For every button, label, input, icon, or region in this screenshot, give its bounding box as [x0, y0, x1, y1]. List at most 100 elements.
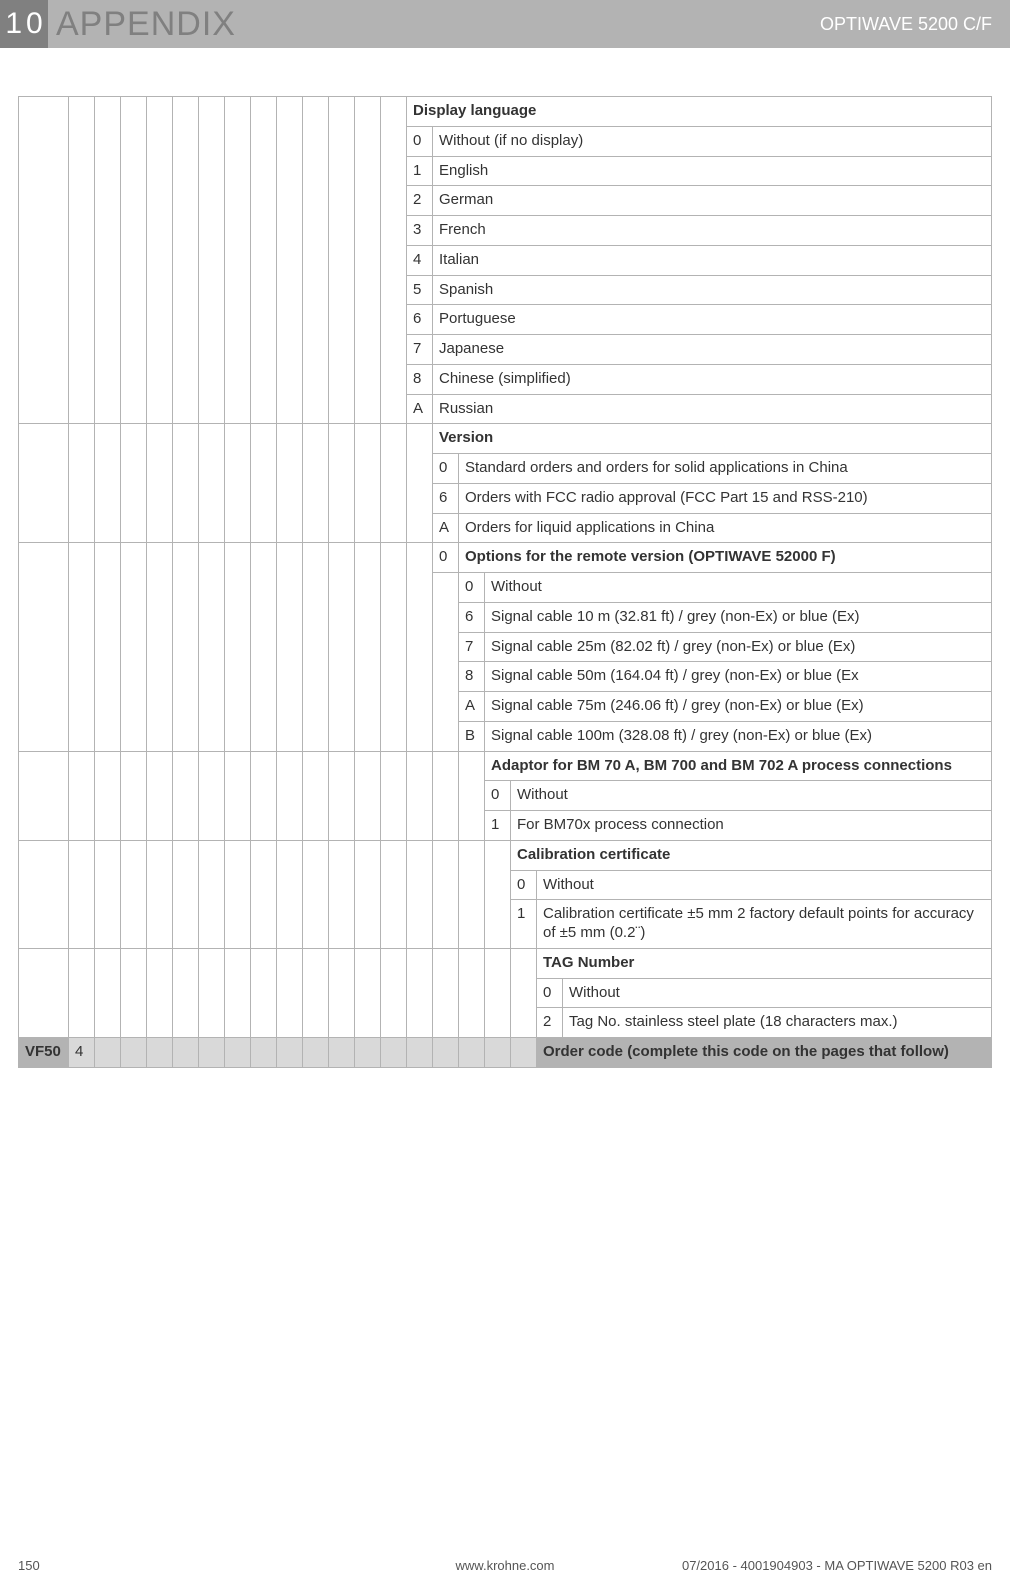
indent-cell	[199, 126, 225, 156]
indent-cell	[381, 97, 407, 127]
indent-cell	[121, 156, 147, 186]
option-code: 0	[511, 870, 537, 900]
indent-cell	[199, 97, 225, 127]
indent-cell	[381, 454, 407, 484]
indent-cell	[329, 900, 355, 949]
indent-cell	[355, 978, 381, 1008]
indent-cell	[355, 186, 381, 216]
indent-cell	[95, 126, 121, 156]
indent-cell	[121, 275, 147, 305]
indent-cell	[19, 454, 69, 484]
indent-cell	[225, 394, 251, 424]
indent-cell	[303, 948, 329, 978]
indent-cell	[277, 97, 303, 127]
page-content: Display language0Without (if no display)…	[0, 48, 1010, 1068]
indent-cell	[69, 335, 95, 365]
indent-cell	[121, 394, 147, 424]
indent-cell	[147, 216, 173, 246]
indent-cell	[329, 811, 355, 841]
option-label: Without (if no display)	[433, 126, 992, 156]
indent-cell	[355, 305, 381, 335]
indent-cell	[173, 364, 199, 394]
indent-cell	[251, 97, 277, 127]
indent-cell	[199, 305, 225, 335]
indent-cell	[277, 364, 303, 394]
indent-cell	[225, 662, 251, 692]
indent-cell	[95, 781, 121, 811]
indent-cell	[329, 424, 355, 454]
indent-cell	[95, 335, 121, 365]
indent-cell	[147, 424, 173, 454]
option-code: 6	[433, 483, 459, 513]
chapter-number: 10	[0, 0, 48, 48]
indent-cell	[121, 870, 147, 900]
indent-cell	[303, 97, 329, 127]
indent-cell	[251, 948, 277, 978]
indent-cell	[19, 948, 69, 978]
indent-cell	[225, 245, 251, 275]
option-label: Signal cable 100m (328.08 ft) / grey (no…	[485, 721, 992, 751]
indent-cell	[95, 602, 121, 632]
indent-cell	[121, 513, 147, 543]
indent-cell	[381, 721, 407, 751]
appendix-title: APPENDIX	[56, 5, 236, 44]
indent-cell	[225, 948, 251, 978]
document-name: OPTIWAVE 5200 C/F	[820, 14, 992, 35]
indent-cell	[173, 97, 199, 127]
order-slot	[303, 1038, 329, 1068]
indent-cell	[251, 454, 277, 484]
footer-docref: 07/2016 - 4001904903 - MA OPTIWAVE 5200 …	[682, 1558, 992, 1573]
indent-cell	[69, 573, 95, 603]
indent-cell	[277, 573, 303, 603]
indent-cell	[277, 811, 303, 841]
indent-cell	[381, 513, 407, 543]
indent-cell	[147, 1008, 173, 1038]
indent-cell	[277, 245, 303, 275]
indent-cell	[69, 305, 95, 335]
indent-cell	[407, 751, 433, 781]
indent-cell	[251, 483, 277, 513]
indent-cell	[147, 978, 173, 1008]
indent-cell	[147, 751, 173, 781]
indent-cell	[277, 840, 303, 870]
indent-cell	[225, 840, 251, 870]
indent-cell	[251, 1008, 277, 1038]
indent-cell	[173, 948, 199, 978]
indent-cell	[251, 602, 277, 632]
indent-cell	[199, 751, 225, 781]
page-footer: 150 www.krohne.com 07/2016 - 4001904903 …	[0, 1558, 1010, 1573]
indent-cell	[407, 870, 433, 900]
order-slot	[355, 1038, 381, 1068]
indent-cell	[95, 483, 121, 513]
indent-cell	[225, 305, 251, 335]
indent-cell	[303, 543, 329, 573]
option-label: Calibration certificate ±5 mm 2 factory …	[537, 900, 992, 949]
option-label: German	[433, 186, 992, 216]
indent-cell	[225, 870, 251, 900]
option-code: 3	[407, 216, 433, 246]
indent-cell	[277, 602, 303, 632]
indent-cell	[303, 1008, 329, 1038]
indent-cell	[95, 870, 121, 900]
indent-cell	[433, 602, 459, 632]
indent-cell	[303, 305, 329, 335]
indent-cell	[459, 978, 485, 1008]
indent-cell	[381, 245, 407, 275]
indent-cell	[433, 900, 459, 949]
indent-cell	[381, 662, 407, 692]
indent-cell	[173, 394, 199, 424]
option-code: A	[407, 394, 433, 424]
indent-cell	[381, 573, 407, 603]
indent-cell	[95, 364, 121, 394]
indent-cell	[355, 97, 381, 127]
option-label: French	[433, 216, 992, 246]
indent-cell	[329, 305, 355, 335]
indent-cell	[147, 364, 173, 394]
indent-cell	[147, 632, 173, 662]
indent-cell	[329, 126, 355, 156]
indent-cell	[381, 840, 407, 870]
indent-cell	[147, 900, 173, 949]
indent-cell	[433, 1008, 459, 1038]
option-label: Chinese (simplified)	[433, 364, 992, 394]
indent-cell	[121, 424, 147, 454]
